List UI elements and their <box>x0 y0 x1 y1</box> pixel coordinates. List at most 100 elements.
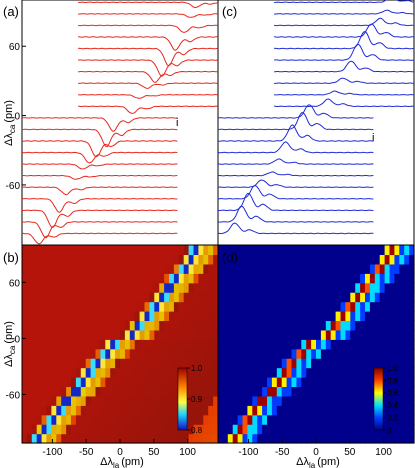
heat-b-cell <box>22 292 28 303</box>
heat-d-cell <box>360 282 366 293</box>
heat-d-cell <box>325 273 332 284</box>
heat-b-cell <box>46 367 52 378</box>
heat-b-cell <box>178 348 185 359</box>
heat-b-cell <box>61 282 67 293</box>
heat-d-cell <box>355 282 361 293</box>
panel-b-colorbar-ticks: 1.00.90.8 <box>187 364 203 435</box>
heat-d-cell <box>340 263 346 274</box>
heat-b-cell <box>80 292 87 303</box>
heat-d-cell <box>227 414 234 425</box>
heat-d-cell <box>267 386 273 397</box>
heat-b-cell <box>56 292 62 303</box>
heat-d-cell <box>311 424 317 435</box>
heat-d-cell <box>276 405 283 416</box>
heat-d-cell <box>325 329 332 340</box>
heat-b-cell <box>56 273 62 284</box>
heat-b-cell <box>120 245 126 256</box>
heat-d-cell <box>320 367 327 378</box>
heat-b-cell <box>149 433 155 444</box>
heat-b-cell <box>61 301 67 312</box>
heat-d-cell <box>394 395 400 406</box>
heat-d-cell <box>257 348 263 359</box>
heat-b-cell <box>213 301 219 312</box>
heat-d-cell <box>379 311 386 322</box>
heat-d-cell <box>218 358 224 369</box>
heat-b-cell <box>71 405 77 416</box>
heat-b-cell <box>80 263 87 274</box>
heat-b-cell <box>124 301 131 312</box>
heat-d-cell <box>276 377 283 388</box>
heat-d-cell <box>281 395 288 406</box>
heat-d-cell <box>247 339 253 350</box>
heat-b-cell <box>183 348 190 359</box>
heat-b-cell <box>51 386 57 397</box>
heat-b-cell <box>100 405 106 416</box>
heat-b-cell <box>61 263 67 274</box>
heat-b-cell <box>203 282 209 293</box>
heat-d-cell <box>237 339 244 350</box>
heat-b-cell <box>203 329 209 340</box>
heat-b-cell <box>164 329 170 340</box>
heat-b-cell <box>41 424 48 435</box>
heat-b-cell <box>169 424 175 435</box>
heat-b-cell <box>61 245 67 256</box>
heat-b-cell <box>198 311 204 322</box>
heat-d-cell <box>267 245 273 256</box>
heat-b-cell <box>129 311 136 322</box>
heat-b-cell <box>159 358 165 369</box>
heat-b-cell <box>178 320 185 331</box>
heat-b-cell <box>178 292 185 303</box>
heat-b-cell <box>188 254 195 265</box>
heat-b-cell <box>46 348 52 359</box>
heat-b-cell <box>193 339 199 350</box>
heat-d-cell <box>227 320 234 331</box>
heat-d-cell <box>394 311 400 322</box>
heat-b-cell <box>139 263 146 274</box>
heat-b-cell <box>169 386 175 397</box>
heat-b-cell <box>100 377 106 388</box>
heat-b-cell <box>173 320 180 331</box>
heat-d-cell <box>369 311 376 322</box>
heat-b-cell <box>46 311 52 322</box>
heat-b-cell <box>51 395 57 406</box>
heat-d-cell <box>355 292 361 303</box>
heat-b-cell <box>178 311 185 322</box>
heat-d-cell <box>247 367 253 378</box>
heat-b-cell <box>51 254 57 265</box>
heat-b-cell <box>66 320 72 331</box>
heat-d-cell <box>384 348 391 359</box>
heat-d-cell <box>379 320 386 331</box>
heat-d-cell <box>242 245 248 256</box>
heat-b-cell <box>26 263 33 274</box>
heat-d-cell <box>335 377 342 388</box>
heat-b-cell <box>71 414 77 425</box>
heat-b-cell <box>134 245 141 256</box>
heat-b-cell <box>169 263 175 274</box>
heat-b-cell <box>105 395 111 406</box>
heat-d-cell <box>276 339 283 350</box>
heat-d-cell <box>384 292 391 303</box>
heat-b-cell <box>164 405 170 416</box>
heat-b-cell <box>144 245 150 256</box>
heat-b-cell <box>188 339 195 350</box>
heat-d-cell <box>222 348 229 359</box>
heat-b-cell <box>164 414 170 425</box>
heat-d-cell <box>389 329 395 340</box>
heat-d-cell <box>296 282 302 293</box>
heat-b-cell <box>178 263 185 274</box>
heat-d-cell <box>218 367 224 378</box>
heat-d-cell <box>399 245 405 256</box>
heat-d-cell <box>345 292 351 303</box>
heat-d-cell <box>365 405 371 416</box>
heat-b-cell <box>159 292 165 303</box>
heat-d-cell <box>232 245 239 256</box>
heat-b-cell <box>203 367 209 378</box>
heat-b-cell <box>149 282 155 293</box>
heat-d-cell <box>222 329 229 340</box>
heat-b-cell <box>75 358 82 369</box>
heat-b-cell <box>22 311 28 322</box>
heat-b-cell <box>193 311 199 322</box>
heat-b-cell <box>90 395 97 406</box>
heat-d-cell <box>227 245 234 256</box>
heat-b-cell <box>46 433 52 444</box>
